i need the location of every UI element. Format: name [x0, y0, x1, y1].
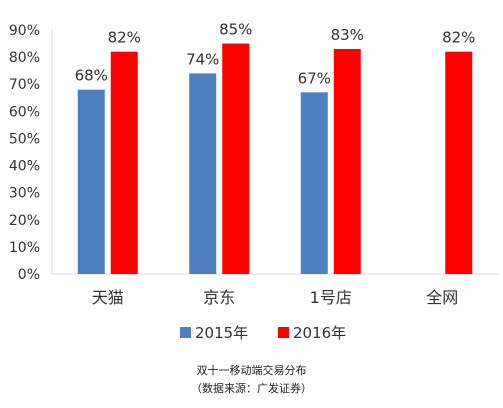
legend-swatch — [278, 327, 289, 338]
y-tick-label: 70% — [9, 77, 40, 93]
y-tick-label: 20% — [9, 213, 40, 229]
bar-2016年-全网 — [445, 51, 473, 274]
x-tick-labels: 天猫 京东 1号店 全网 — [92, 288, 459, 307]
x-tick-label: 京东 — [203, 288, 235, 307]
legend: 2015年 2016年 — [180, 324, 346, 342]
x-tick-label: 天猫 — [92, 288, 124, 307]
data-label: 82% — [442, 29, 475, 47]
legend-label: 2016年 — [293, 324, 346, 342]
y-tick-label: 10% — [9, 240, 40, 256]
chart-caption: 双十一移动端交易分布 — [196, 364, 307, 377]
y-tick-label: 50% — [9, 131, 40, 147]
data-label: 68% — [75, 67, 108, 85]
x-tick-label: 1号店 — [310, 288, 352, 307]
data-label: 83% — [331, 26, 364, 44]
y-tick-label: 0% — [18, 267, 40, 283]
y-tick-label: 60% — [9, 104, 40, 120]
bar-2016年-京东 — [222, 43, 250, 274]
y-tick-label: 80% — [9, 50, 40, 66]
chart-source: （数据来源：广发证券） — [191, 382, 312, 395]
bars — [77, 43, 473, 275]
bar-2015年-天猫 — [77, 89, 105, 275]
legend-swatch — [180, 327, 191, 338]
bar-2016年-天猫 — [110, 51, 138, 274]
data-label: 82% — [108, 29, 141, 47]
data-labels: 68% 82% 74%85% 67% 83% 82% — [75, 21, 476, 88]
data-label: 85% — [219, 21, 252, 39]
data-label: 67% — [298, 69, 331, 87]
y-tick-labels: 0% 10% 20% 30% 40% 50% 60% 70% 80% 90% — [9, 23, 40, 283]
bar-2015年-京东 — [189, 73, 217, 274]
y-tick-label: 30% — [9, 186, 40, 202]
y-tick-label: 40% — [9, 159, 40, 175]
x-tick-label: 全网 — [426, 288, 458, 307]
legend-label: 2015年 — [195, 324, 248, 342]
bar-2015年-1号店 — [300, 92, 328, 274]
data-label: 74% — [186, 50, 219, 68]
bar-2016年-1号店 — [333, 48, 361, 274]
y-tick-label: 90% — [9, 23, 40, 39]
